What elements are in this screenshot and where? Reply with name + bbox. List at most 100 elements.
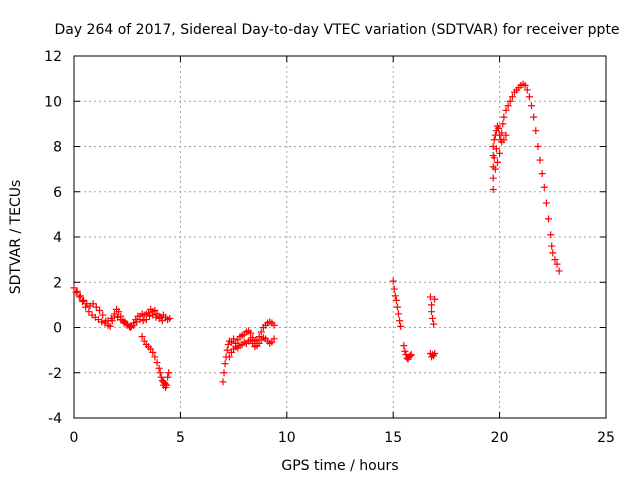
data-point: [547, 231, 555, 239]
data-point: [73, 287, 81, 295]
data-point: [115, 308, 123, 316]
data-point: [545, 215, 553, 223]
data-point: [158, 317, 166, 325]
data-point: [99, 311, 107, 319]
data-point: [155, 364, 163, 372]
data-point: [406, 352, 414, 360]
data-point: [153, 359, 161, 367]
data-point: [534, 143, 542, 150]
data-point: [396, 317, 404, 325]
data-point: [257, 328, 265, 336]
data-points: [70, 80, 563, 391]
data-point: [156, 369, 164, 377]
y-axis-ticks: -4 -2 0 2 4 6 8 10 12: [44, 49, 606, 427]
series-track-2: [138, 333, 173, 391]
data-point: [70, 284, 78, 292]
data-point: [548, 242, 556, 250]
data-point: [490, 154, 498, 162]
data-point: [492, 145, 500, 153]
data-point: [532, 127, 540, 135]
data-point: [553, 260, 561, 268]
data-point: [490, 136, 498, 144]
y-tick-label: 2: [53, 275, 62, 291]
data-point: [431, 295, 439, 303]
data-point: [164, 373, 172, 381]
y-tick-label: 6: [53, 185, 62, 201]
data-point: [525, 93, 533, 101]
data-point: [270, 321, 278, 329]
data-point: [138, 333, 146, 341]
series-track-4: [389, 277, 415, 363]
data-point: [220, 369, 228, 377]
data-point: [390, 285, 398, 293]
chart-title: Day 264 of 2017, Sidereal Day-to-day VTE…: [54, 22, 619, 38]
data-point: [430, 320, 438, 328]
data-point: [159, 381, 167, 389]
data-point: [75, 293, 83, 301]
series-track-3: [219, 318, 278, 386]
data-point: [92, 303, 100, 311]
data-point: [80, 296, 88, 304]
data-point: [508, 93, 516, 101]
data-point: [495, 124, 503, 132]
data-point: [142, 316, 150, 324]
data-point: [498, 129, 506, 137]
data-point: [393, 303, 401, 311]
data-point: [82, 303, 90, 311]
data-point: [395, 310, 403, 318]
data-point: [500, 113, 508, 121]
data-point: [428, 308, 436, 316]
data-point: [502, 106, 510, 114]
x-tick-label: 20: [491, 430, 509, 446]
data-point: [506, 97, 514, 105]
data-point: [225, 353, 233, 361]
data-point: [538, 170, 546, 178]
data-point: [85, 308, 93, 316]
data-point: [136, 316, 144, 324]
data-point: [110, 312, 118, 320]
x-tick-label: 0: [70, 430, 79, 446]
data-point: [106, 322, 114, 330]
data-point: [165, 369, 173, 377]
data-point: [76, 292, 84, 300]
data-point: [389, 277, 397, 285]
data-point: [496, 149, 504, 157]
data-point: [491, 165, 499, 173]
data-point: [391, 292, 399, 300]
data-point: [219, 378, 227, 386]
data-point: [428, 301, 436, 309]
grid-lines: [74, 56, 606, 418]
data-point: [431, 350, 439, 358]
data-point: [98, 318, 106, 326]
x-tick-label: 5: [176, 430, 185, 446]
data-point: [530, 113, 538, 121]
data-point: [130, 321, 138, 329]
data-point: [555, 267, 563, 275]
data-point: [500, 136, 508, 144]
data-point: [149, 348, 157, 356]
data-point: [397, 322, 405, 330]
data-point: [221, 360, 229, 368]
y-tick-label: -4: [48, 411, 62, 427]
data-point: [499, 120, 507, 128]
data-point: [139, 317, 147, 325]
data-point: [166, 314, 174, 322]
y-tick-label: 4: [53, 230, 62, 246]
data-point: [536, 156, 544, 164]
data-point: [504, 102, 512, 110]
data-point: [89, 300, 97, 308]
x-tick-label: 10: [278, 430, 296, 446]
x-tick-label: 25: [597, 430, 615, 446]
data-point: [230, 335, 238, 343]
data-point: [429, 314, 437, 322]
data-point: [540, 183, 548, 191]
y-tick-label: 0: [53, 321, 62, 337]
data-point: [542, 199, 550, 207]
data-point: [523, 86, 531, 94]
data-point: [392, 296, 400, 304]
data-point: [502, 131, 510, 139]
data-point: [247, 329, 255, 337]
data-point: [72, 288, 80, 296]
y-tick-label: 10: [44, 94, 62, 110]
